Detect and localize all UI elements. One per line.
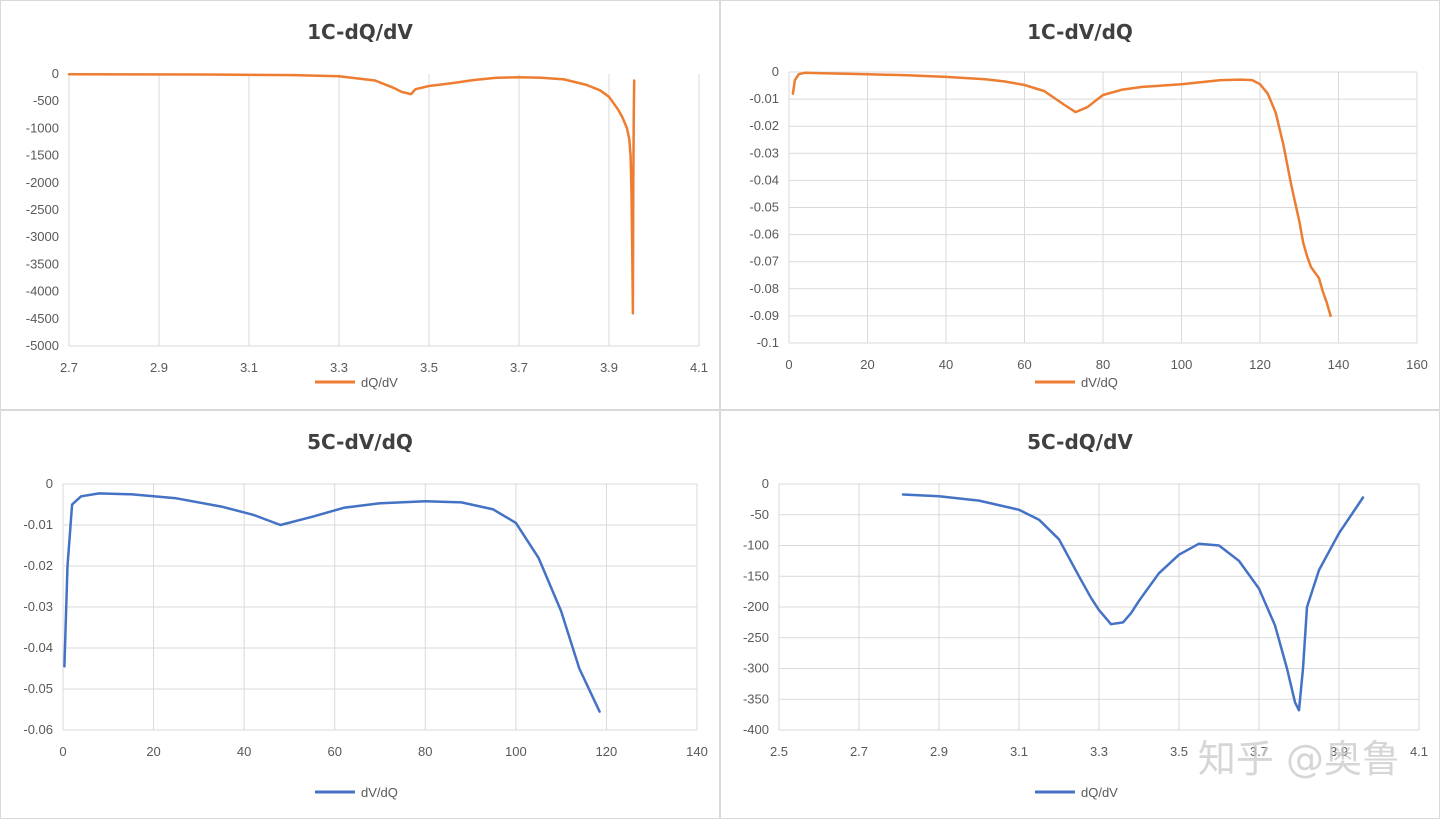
y-tick-label: -200 (743, 599, 769, 614)
x-tick-label: 20 (146, 744, 160, 759)
y-tick-label: 0 (46, 476, 53, 491)
chart-5c-dvdq: 5C-dV/dQ 0 -0.01 -0.02 -0.03 -0.04 -0.05 -0.06 0… (23, 430, 708, 800)
y-tick-label: -250 (743, 630, 769, 645)
y-tick-label: 0 (52, 66, 59, 81)
legend-label: dV/dQ (361, 785, 398, 800)
series-line (791, 71, 1332, 318)
x-tick-label: 2.9 (930, 744, 948, 759)
y-tick-label: -3500 (26, 256, 59, 271)
y-tick-label: -400 (743, 722, 769, 737)
x-tick-label: 120 (1249, 357, 1271, 372)
x-tick-label: 4.1 (690, 360, 708, 375)
y-tick-label: -3000 (26, 229, 59, 244)
chart-title: 1C-dQ/dV (307, 20, 413, 44)
y-tick-label: -50 (750, 507, 769, 522)
y-tick-label: -0.08 (749, 281, 779, 296)
x-tick-label: 140 (686, 744, 708, 759)
x-tick-label: 3.3 (330, 360, 348, 375)
x-tick-label: 100 (505, 744, 527, 759)
x-tick-label: 3.1 (1010, 744, 1028, 759)
chart-title: 5C-dV/dQ (307, 430, 413, 454)
x-tick-label: 3.3 (1090, 744, 1108, 759)
x-tick-label: 100 (1171, 357, 1193, 372)
y-tick-label: -500 (33, 93, 59, 108)
x-tick-label: 140 (1328, 357, 1350, 372)
x-tick-label: 80 (418, 744, 432, 759)
series-line (901, 493, 1365, 712)
x-tick-label: 20 (860, 357, 874, 372)
y-tick-label: -1000 (26, 120, 59, 135)
x-tick-label: 2.9 (150, 360, 168, 375)
x-tick-label: 0 (59, 744, 66, 759)
y-tick-label: -4000 (26, 284, 59, 299)
chart-title: 1C-dV/dQ (1027, 20, 1133, 44)
chart-panel-1c-dvdq: 1C-dV/dQ 0 -0.01 -0.02 -0.03 -0.04 -0.05 -0.06 -… (720, 0, 1440, 410)
chart-1c-dqdv: 1C-dQ/dV 0 -500 -1000 -1500 -2000 -2500 -3000 -3… (26, 20, 708, 390)
y-tick-label: -0.02 (749, 118, 779, 133)
chart-5c-dqdv: 5C-dQ/dV 0 -50 -100 -150 -200 -250 -300 -350 -400… (743, 430, 1428, 800)
x-tick-label: 3.5 (1170, 744, 1188, 759)
y-tick-label: -4500 (26, 311, 59, 326)
legend-label: dQ/dV (1081, 785, 1118, 800)
chart-title: 5C-dQ/dV (1027, 430, 1133, 454)
y-tick-label: -0.07 (749, 254, 779, 269)
series-line (63, 492, 601, 713)
y-tick-label: -0.01 (749, 91, 779, 106)
y-tick-label: -0.03 (749, 145, 779, 160)
x-tick-label: 2.7 (60, 360, 78, 375)
y-tick-label: -1500 (26, 148, 59, 163)
y-tick-label: -2000 (26, 175, 59, 190)
y-tick-label: 0 (772, 64, 779, 79)
y-tick-label: -0.01 (23, 517, 53, 532)
y-tick-label: -150 (743, 568, 769, 583)
x-tick-label: 3.1 (240, 360, 258, 375)
chart-panel-5c-dqdv: 5C-dQ/dV 0 -50 -100 -150 -200 -250 -300 -350 -400… (720, 410, 1440, 819)
y-tick-label: -0.04 (23, 640, 53, 655)
x-tick-label: 40 (939, 357, 953, 372)
x-tick-label: 60 (327, 744, 341, 759)
y-tick-label: -0.09 (749, 308, 779, 323)
y-tick-label: -0.02 (23, 558, 53, 573)
x-tick-label: 120 (596, 744, 618, 759)
y-tick-label: -2500 (26, 202, 59, 217)
chart-panel-1c-dqdv: 1C-dQ/dV 0 -500 -1000 -1500 -2000 -2500 -3000 -3… (0, 0, 720, 410)
x-tick-label: 0 (785, 357, 792, 372)
y-tick-label: -0.06 (23, 722, 53, 737)
x-tick-label: 3.5 (420, 360, 438, 375)
y-tick-label: -5000 (26, 338, 59, 353)
y-tick-label: -0.04 (749, 172, 779, 187)
x-tick-label: 2.7 (850, 744, 868, 759)
y-tick-label: 0 (762, 476, 769, 491)
x-tick-label: 4.1 (1410, 744, 1428, 759)
y-tick-label: -300 (743, 661, 769, 676)
x-tick-label: 40 (237, 744, 251, 759)
y-tick-label: -100 (743, 538, 769, 553)
x-tick-label: 2.5 (770, 744, 788, 759)
series-line (67, 73, 636, 315)
x-tick-label: 3.9 (1330, 744, 1348, 759)
y-tick-label: -350 (743, 691, 769, 706)
x-tick-label: 60 (1017, 357, 1031, 372)
legend-label: dQ/dV (361, 375, 398, 390)
y-tick-label: -0.05 (749, 200, 779, 215)
chart-1c-dvdq: 1C-dV/dQ 0 -0.01 -0.02 -0.03 -0.04 -0.05 -0.06 -… (749, 20, 1428, 390)
y-tick-label: -0.05 (23, 681, 53, 696)
legend-label: dV/dQ (1081, 375, 1118, 390)
x-tick-label: 160 (1406, 357, 1428, 372)
x-tick-label: 3.7 (510, 360, 528, 375)
y-tick-label: -0.03 (23, 599, 53, 614)
chart-panel-5c-dvdq: 5C-dV/dQ 0 -0.01 -0.02 -0.03 -0.04 -0.05 -0.06 0… (0, 410, 720, 819)
x-tick-label: 3.7 (1250, 744, 1268, 759)
x-tick-label: 80 (1096, 357, 1110, 372)
y-tick-label: -0.1 (757, 335, 779, 350)
x-tick-label: 3.9 (600, 360, 618, 375)
y-tick-label: -0.06 (749, 227, 779, 242)
